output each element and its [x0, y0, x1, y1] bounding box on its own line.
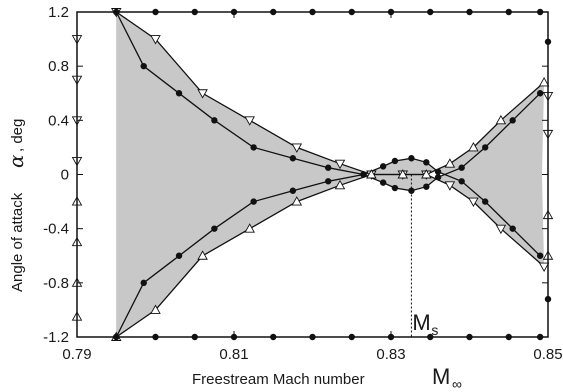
series-1-point-4 [211, 117, 218, 124]
band-fills [116, 12, 545, 337]
series-1-point-7 [325, 164, 332, 171]
tick-labels: 0.79 0.81 0.83 0.85 1.2 0.8 0.4 0 -0.4 -0.8 -1.2 [43, 4, 562, 363]
series-3-point-4 [244, 116, 255, 126]
x-tick-label: 0.85 [533, 346, 562, 363]
y-tick-label: 0.8 [48, 58, 69, 75]
series-2-point-14 [458, 164, 465, 171]
series-1-point-3 [175, 90, 183, 97]
series-4-point-11 [468, 141, 479, 152]
series-1-point-2 [140, 62, 147, 70]
series-3-point-12 [495, 224, 507, 235]
series-1-point-15 [482, 198, 489, 205]
series-2-point-9 [379, 179, 387, 186]
series-1-point-11 [408, 155, 415, 162]
series-4-point-5 [291, 196, 303, 206]
series-1-point-17 [536, 252, 544, 259]
y-tick-label: 1.2 [48, 4, 69, 21]
series-4-point-13 [538, 76, 550, 87]
series-2-point-3 [175, 252, 183, 259]
ms-annotation-sub: s [431, 322, 438, 338]
series-1-point-9 [379, 163, 387, 170]
series-3-point-11 [468, 197, 479, 208]
x-axis-symbol: M [432, 364, 450, 389]
series-2-point-13 [434, 174, 442, 181]
x-axis-label: Freestream Mach number [192, 371, 365, 388]
ms-annotation-label: M [412, 310, 430, 335]
y-axis-symbol: α [4, 154, 28, 168]
series-2-point-2 [140, 279, 147, 287]
y-axis-unit: , deg [9, 119, 26, 152]
series-2-point-10 [391, 184, 399, 192]
series-3-point-10 [444, 181, 456, 191]
series-2-point-8 [360, 171, 367, 178]
x-tick-label: 0.79 [62, 346, 91, 363]
series-4-point-10 [444, 158, 456, 168]
series-4-point-4 [244, 223, 255, 233]
series-2-point-7 [325, 178, 332, 185]
series-3-point-5 [291, 143, 303, 153]
series-4-point-3 [197, 250, 208, 260]
series-1-point-5 [250, 144, 257, 151]
series-3-point-13 [538, 262, 550, 273]
series-2-point-17 [536, 90, 544, 97]
series-3-point-3 [197, 89, 208, 99]
series-2-point-5 [250, 198, 257, 205]
series-2-point-12 [423, 183, 430, 190]
y-tick-label: -0.8 [43, 275, 69, 292]
axis-ticks [76, 11, 549, 338]
series-1-point-10 [391, 157, 399, 165]
series-2-point-6 [289, 187, 297, 194]
series-4-point-12 [495, 114, 507, 125]
series-4-point-8 [397, 169, 409, 179]
y-tick-label: 0.4 [48, 112, 69, 129]
series-3-point-2 [150, 35, 161, 45]
series-2-point-11 [408, 187, 415, 194]
series-4-point-9 [421, 169, 432, 179]
series-1-point-12 [423, 159, 430, 166]
series-1-point-6 [289, 155, 297, 162]
series-2-point-16 [509, 117, 516, 124]
series-1-point-16 [509, 225, 516, 232]
series-2-point-15 [482, 144, 489, 151]
y-tick-label: -0.4 [43, 221, 69, 238]
y-axis-label: Angle of attack [9, 192, 26, 292]
series-4-point-6 [334, 179, 346, 190]
x-tick-label: 0.83 [376, 346, 405, 363]
series-4-point-7 [366, 169, 377, 179]
series-1-point-13 [434, 168, 442, 175]
y-tick-label: -1.2 [43, 329, 69, 346]
x-axis-symbol-sub: ∞ [452, 376, 462, 392]
band-fill-2 [116, 12, 545, 337]
series-2-point-4 [211, 225, 218, 232]
series-4-point-2 [150, 304, 161, 314]
series-1-point-14 [458, 178, 465, 185]
series-3-point-6 [334, 159, 346, 170]
y-tick-label: 0 [61, 167, 69, 184]
x-tick-label: 0.81 [219, 346, 248, 363]
